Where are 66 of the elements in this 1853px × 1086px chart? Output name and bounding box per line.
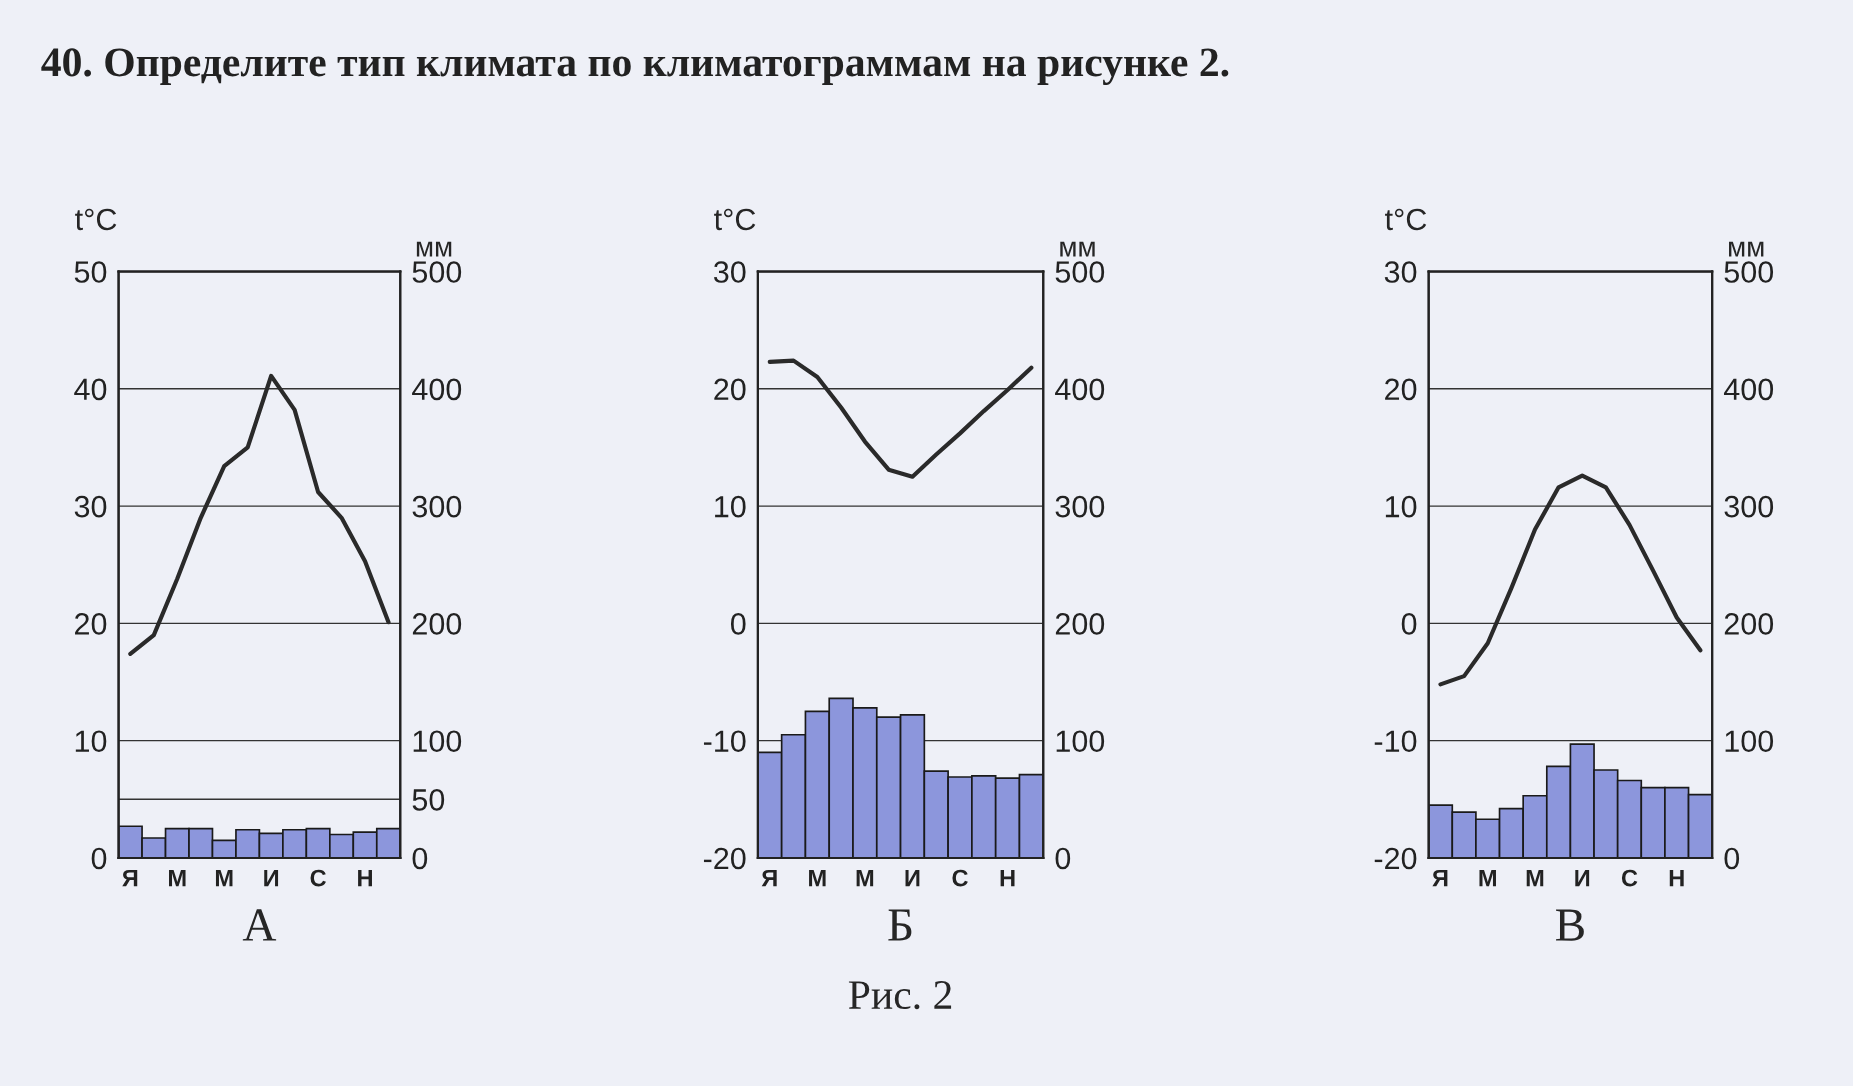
- x-tick-label: Я: [122, 869, 138, 887]
- y2-tick-label: 100: [413, 730, 462, 753]
- x-tick-label: Я: [1432, 869, 1448, 887]
- y2-tick-label: 0: [412, 847, 428, 870]
- y2-axis-title: мм: [416, 241, 452, 257]
- x-tick-label: Н: [1669, 869, 1684, 887]
- y-tick-label: 0: [730, 613, 746, 635]
- y2-tick-label: 500: [1724, 261, 1774, 283]
- y2-tick-label: 400: [412, 378, 462, 401]
- x-tick-label: Н: [1000, 869, 1015, 887]
- y2-tick-label: 50: [412, 789, 445, 811]
- y-tick-label: 50: [74, 261, 107, 283]
- y-tick-label: -10: [703, 730, 746, 753]
- y-tick-label: 0: [91, 847, 107, 870]
- y-axis-title: t°C: [75, 208, 117, 231]
- x-axis-title: А: [242, 909, 277, 941]
- x-tick-label: М: [809, 869, 826, 887]
- x-tick-label: И: [264, 869, 279, 887]
- text: Рис. 2: [848, 981, 952, 1010]
- y-tick-label: 30: [713, 261, 746, 283]
- x-tick-label: И: [1575, 869, 1590, 887]
- y2-tick-label: 200: [1724, 613, 1774, 635]
- x-tick-label: Н: [358, 869, 372, 887]
- x-axis-title: В: [1556, 909, 1584, 941]
- x-tick-label: С: [310, 869, 326, 887]
- y-tick-label: 10: [1385, 495, 1417, 518]
- x-tick-label: М: [856, 869, 874, 887]
- y-tick-label: 20: [714, 378, 746, 401]
- x-tick-label: М: [1479, 869, 1496, 887]
- y-tick-label: -20: [703, 847, 746, 870]
- y-tick-label: 20: [75, 613, 107, 635]
- x-axis-title: Б: [888, 909, 912, 941]
- y2-tick-label: 400: [1723, 378, 1774, 401]
- y2-axis-title: мм: [1729, 241, 1764, 257]
- y-axis-title: t°C: [1385, 208, 1427, 231]
- y2-tick-label: 300: [1724, 495, 1774, 518]
- y2-tick-label: 500: [1055, 261, 1105, 283]
- y2-tick-label: 200: [1055, 613, 1105, 635]
- text: 40. Определите тип климата по климатограммам на рисунке 2.: [41, 48, 1229, 86]
- y2-tick-label: 300: [412, 495, 462, 518]
- x-tick-label: Я: [761, 869, 777, 887]
- y2-tick-label: 500: [412, 261, 462, 283]
- x-tick-label: С: [1621, 869, 1638, 887]
- x-tick-label: М: [169, 869, 186, 887]
- x-tick-label: И: [905, 869, 920, 887]
- y2-tick-label: 0: [1724, 847, 1740, 870]
- y-tick-label: -10: [1374, 730, 1417, 753]
- y-tick-label: 20: [1385, 378, 1417, 401]
- y-tick-label: 0: [1401, 613, 1417, 635]
- y2-tick-label: 200: [412, 613, 462, 635]
- x-tick-label: С: [952, 869, 968, 887]
- x-tick-label: М: [215, 869, 233, 887]
- x-tick-label: М: [1526, 869, 1544, 887]
- y-tick-label: 30: [74, 495, 107, 518]
- y-tick-label: 10: [715, 495, 746, 518]
- y2-tick-label: 400: [1055, 378, 1105, 401]
- y-tick-label: -20: [1374, 847, 1417, 870]
- y-axis-title: t°C: [714, 208, 756, 231]
- y2-tick-label: 100: [1056, 730, 1105, 753]
- y2-axis-title: мм: [1060, 241, 1095, 257]
- y-tick-label: 30: [1384, 261, 1417, 283]
- y2-tick-label: 100: [1725, 730, 1774, 753]
- y2-tick-label: 0: [1055, 847, 1071, 870]
- y-tick-label: 10: [75, 730, 107, 753]
- y2-tick-label: 300: [1055, 495, 1105, 518]
- y-tick-label: 40: [74, 378, 107, 401]
